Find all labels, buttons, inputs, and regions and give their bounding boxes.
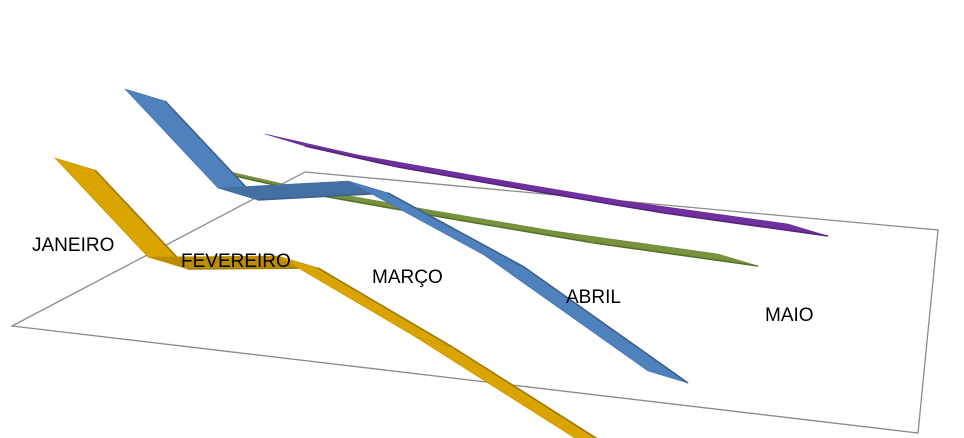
series-3 xyxy=(124,88,689,384)
series-4-edge-4 xyxy=(453,347,598,438)
series-3-edge-2 xyxy=(257,192,389,201)
series-layer xyxy=(54,88,829,438)
series-1 xyxy=(264,133,829,237)
series-4-edge-3 xyxy=(317,267,455,349)
floor-plane xyxy=(9,171,939,434)
series-4-edge-2 xyxy=(187,267,319,270)
category-label-1: JANEIRO xyxy=(32,235,114,256)
series-1-edge-4 xyxy=(663,212,829,237)
category-label-3: MARÇO xyxy=(372,267,443,288)
series-4-edge-1 xyxy=(94,169,189,270)
series-3-edge-1 xyxy=(164,100,259,201)
series-2-edge-4 xyxy=(593,242,759,267)
series-3-segment-4 xyxy=(483,254,689,384)
series-1-segment-4 xyxy=(623,200,829,237)
series-4-segment-4 xyxy=(413,335,597,438)
category-labels: JANEIRO FEVEREIRO MARÇO ABRIL MAIO xyxy=(32,235,814,326)
series-2-edge-3 xyxy=(457,219,595,244)
series-3-edge-3 xyxy=(387,192,525,268)
series-2-edge-2 xyxy=(327,196,459,221)
series-1-edge-3 xyxy=(527,189,665,214)
category-label-2: FEVEREIRO xyxy=(181,251,291,272)
series-3-segment-1 xyxy=(124,88,259,201)
series-1-edge-2 xyxy=(397,166,529,191)
series-3-edge-4 xyxy=(523,266,689,384)
category-label-5: MAIO xyxy=(765,305,814,326)
series-4 xyxy=(54,157,598,438)
series-2-segment-4 xyxy=(553,230,759,267)
series-1-edge-1 xyxy=(304,145,399,168)
category-label-4: ABRIL xyxy=(566,287,621,308)
